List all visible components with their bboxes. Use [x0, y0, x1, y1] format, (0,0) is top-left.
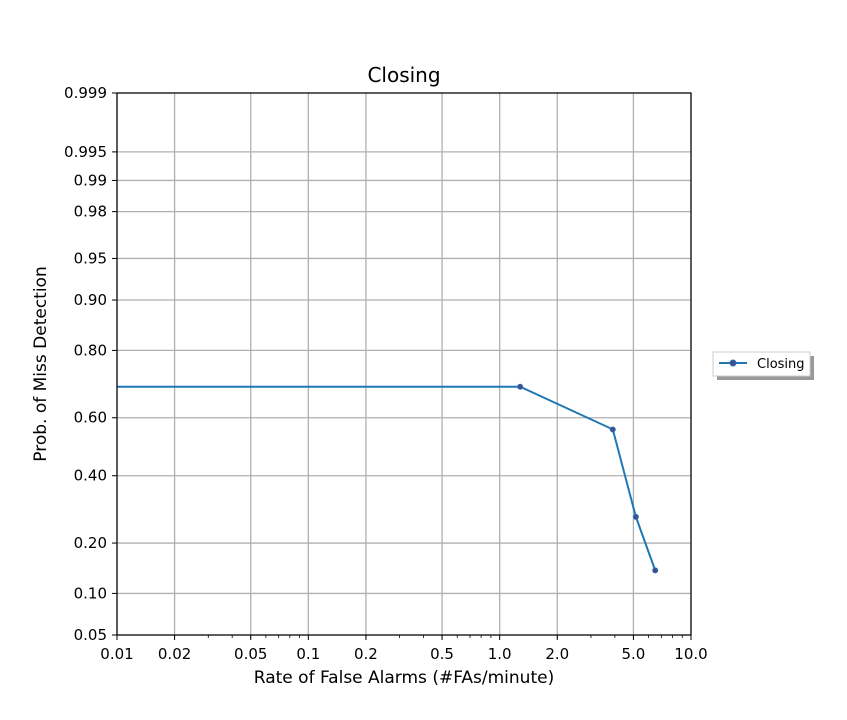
x-tick-label: 5.0	[621, 645, 645, 663]
y-tick-label: 0.60	[74, 409, 107, 427]
data-point	[652, 567, 659, 574]
x-tick-label: 0.01	[100, 645, 133, 663]
y-tick-label: 0.995	[64, 143, 107, 161]
grid	[116, 92, 692, 636]
x-axis-ticks: 0.01 0.02 0.05 0.1 0.2 0.5 1.0 2.0 5.0 10.0	[100, 635, 708, 663]
chart-title: Closing	[367, 63, 440, 87]
y-axis-title: Prob. of Miss Detection	[31, 266, 51, 461]
legend: Closing	[712, 351, 814, 380]
x-tick-label: 1.0	[488, 645, 512, 663]
legend-marker	[729, 359, 737, 367]
x-axis-title: Rate of False Alarms (#FAs/minute)	[254, 668, 554, 688]
data-point	[609, 426, 616, 433]
y-tick-label: 0.95	[74, 249, 107, 267]
y-tick-label: 0.999	[64, 84, 107, 102]
y-tick-label: 0.40	[74, 467, 107, 485]
x-tick-label: 0.5	[430, 645, 454, 663]
y-tick-label: 0.98	[74, 203, 107, 221]
y-tick-label: 0.80	[74, 341, 107, 359]
x-tick-label: 0.1	[296, 645, 320, 663]
x-tick-label: 0.2	[354, 645, 378, 663]
y-tick-label: 0.20	[74, 534, 107, 552]
legend-label: Closing	[757, 357, 805, 372]
data-point	[517, 383, 524, 390]
y-tick-label: 0.05	[74, 626, 107, 644]
x-tick-label: 0.05	[234, 645, 267, 663]
x-tick-label: 10.0	[674, 645, 707, 663]
x-tick-label: 0.02	[158, 645, 191, 663]
x-tick-label: 2.0	[545, 645, 569, 663]
y-tick-label: 0.99	[74, 171, 107, 189]
y-tick-label: 0.10	[74, 584, 107, 602]
y-axis-ticks: 0.05 0.10 0.20 0.40 0.60 0.80 0.90 0.95 0.98 0.99…	[64, 84, 117, 644]
data-point	[632, 513, 639, 520]
series-layer	[117, 383, 659, 574]
y-tick-label: 0.90	[74, 291, 107, 309]
plot-frame	[116, 92, 692, 636]
